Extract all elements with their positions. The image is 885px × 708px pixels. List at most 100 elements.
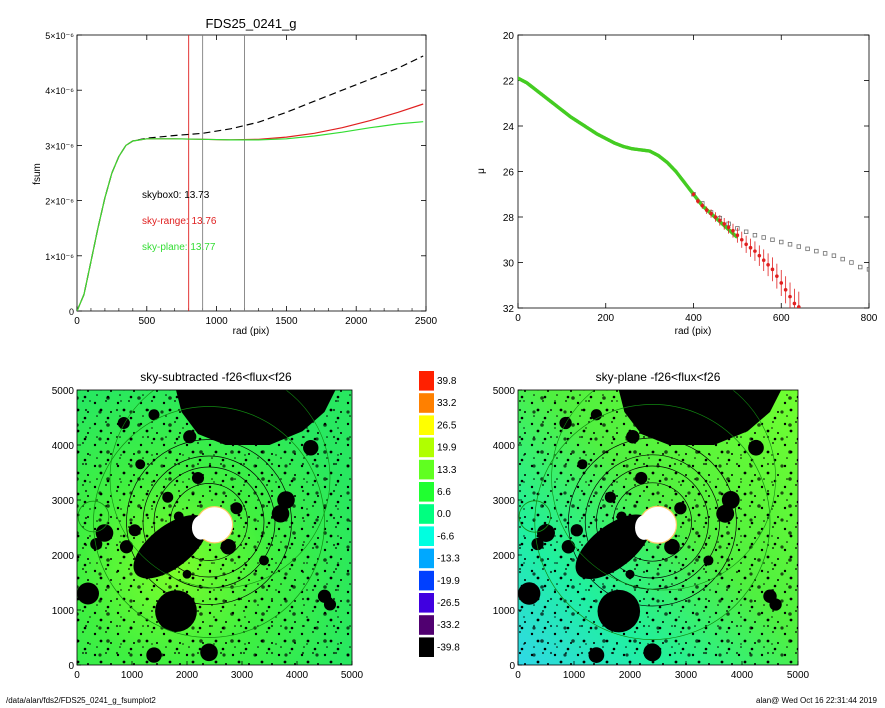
sky-plane-mask-blob — [635, 471, 648, 485]
mu-point-red — [731, 228, 735, 233]
mu-point-red — [718, 218, 722, 223]
sky-subtracted-mask-blob — [148, 409, 160, 421]
sky-subtracted-mask-blob — [303, 440, 319, 456]
colorbar-label: -39.8 — [437, 642, 460, 653]
mu-point-grey — [761, 235, 766, 240]
sky-subtracted-image — [77, 390, 352, 665]
colorbar-swatch — [419, 593, 434, 613]
sky-plane-mask-blob — [559, 416, 572, 430]
sky-subtracted-ytick-label: 3000 — [52, 496, 75, 507]
sky-subtracted-mask-blob — [146, 647, 162, 663]
sky-subtracted-mask-top — [176, 390, 336, 445]
sky-subtracted-mask-blob — [230, 502, 243, 515]
fsum-plot-frame — [76, 34, 427, 312]
colorbar-swatch — [419, 637, 434, 657]
sky-plane-mask-blob — [577, 459, 588, 470]
sky-plane-mask-blob — [721, 491, 740, 509]
mu-point-grey — [779, 239, 784, 245]
mu-ylabel: μ — [476, 168, 487, 174]
sky-plane-ring-left — [518, 500, 551, 533]
mu-point-red — [770, 267, 775, 272]
sky-subtracted-mask-blob — [277, 491, 295, 509]
sky-plane-frame — [517, 389, 799, 666]
mu-point-red — [696, 199, 700, 203]
sky-subtracted-title: sky-subtracted -f26<flux<f26 — [140, 370, 292, 384]
sky-subtracted-mask-blob — [155, 590, 197, 632]
colorbar-swatch — [419, 459, 434, 480]
colorbar-label: -6.6 — [437, 531, 455, 542]
fsum-annotation: sky-range: 13.76 — [142, 216, 217, 227]
sky-plane-ring-outer — [534, 404, 771, 640]
mu-point-red — [761, 258, 766, 263]
colorbar: 39.8 33.2 26.5 19.9 13.3 6.6 0.0 -6.6 -13.3 -19.9… — [419, 371, 460, 657]
sky-plane-ring-green — [551, 390, 776, 591]
mu-point-grey — [752, 232, 758, 238]
mu-point-red — [722, 222, 727, 226]
footer-timestamp: alan@ Wed Oct 16 22:31:44 2019 — [756, 696, 877, 705]
sky-plane-ytick-label: 1000 — [493, 606, 516, 617]
sky-plane-masks — [518, 390, 782, 663]
sky-plane-ytick-label: 2000 — [493, 551, 516, 562]
mu-point-red — [788, 294, 792, 299]
sky-subtracted-mask-blob — [162, 491, 174, 503]
mu-xtick-label: 200 — [597, 313, 614, 324]
mu-point-red — [753, 249, 757, 253]
fsum-xlabel: rad (pix) — [233, 326, 270, 337]
sky-subtracted-masks — [77, 390, 337, 663]
mu-point-red — [766, 262, 770, 267]
sky-subtracted-xtick-label: 2000 — [176, 670, 199, 681]
colorbar-swatch — [419, 482, 434, 502]
sky-subtracted-xtick-label: 5000 — [341, 670, 364, 681]
sky-subtracted-mask-ellipse — [133, 515, 208, 579]
sky-subtracted-ring-green — [109, 390, 331, 589]
fsum-annotation: skybox0: 13.73 — [142, 190, 210, 201]
sky-subtracted-mask-blob — [90, 537, 103, 551]
sky-plane-ring — [612, 482, 692, 562]
mu-point-grey — [814, 248, 819, 254]
sky-plane-ytick-label: 3000 — [493, 496, 516, 507]
mu-point-red — [744, 242, 748, 247]
fsum-panel: FDS25_0241_g 0 500 1000 1500 2000 2500 0 1×10⁻⁶… — [32, 16, 438, 337]
mu-point-red — [792, 301, 797, 306]
mu-point-red — [700, 203, 705, 208]
mu-ytick-label: 30 — [503, 259, 515, 270]
sky-plane-ring — [596, 465, 709, 579]
sky-subtracted-mask-blob — [135, 459, 146, 470]
mu-xlabel: rad (pix) — [675, 326, 712, 337]
sky-plane-ytick-label: 5000 — [493, 386, 516, 397]
sky-plane-image-panel: sky-plane -f26<flux<f26 0 1000 2000 3000 400… — [493, 370, 810, 681]
sky-plane-xtick-label: 2000 — [619, 670, 642, 681]
sky-subtracted-mask-blob — [117, 416, 130, 430]
mu-xtick-label: 800 — [861, 313, 878, 324]
fsum-series-line — [77, 121, 424, 311]
colorbar-label: -13.3 — [437, 554, 460, 565]
mu-ytick-label: 22 — [503, 77, 515, 88]
sky-subtracted-mask-blob — [191, 471, 205, 485]
mu-point-red — [726, 225, 731, 230]
sky-plane-mask-blob — [626, 430, 640, 444]
fsum-xtick-label: 2500 — [415, 316, 438, 327]
fsum-xtick-label: 1000 — [205, 316, 228, 327]
mu-point-grey — [822, 251, 828, 256]
fsum-axis-ticks: 0 500 1000 1500 2000 2500 0 1×10⁻⁶ 2×10⁻⁶ 3×10⁻⁶ 4… — [45, 31, 437, 327]
sky-subtracted-ticks: 0 1000 2000 3000 4000 5000 0 1000 2000 3000 4000 50… — [52, 386, 364, 681]
mu-point-red — [783, 288, 788, 292]
sky-subtracted-xtick-label: 4000 — [286, 670, 309, 681]
sky-plane-xtick-label: 3000 — [675, 670, 698, 681]
colorbar-swatch — [419, 504, 434, 524]
sky-plane-ytick-label: 4000 — [493, 441, 516, 452]
mu-point-grey — [840, 256, 845, 262]
colorbar-label: 26.5 — [437, 420, 457, 431]
mu-xtick-label: 0 — [515, 313, 521, 324]
sky-plane-title: sky-plane -f26<flux<f26 — [596, 370, 721, 384]
mu-points-group — [518, 76, 869, 308]
fsum-series-group — [77, 55, 424, 311]
sky-plane-xtick-label: 0 — [515, 670, 521, 681]
sky-plane-mask-blob — [674, 502, 687, 515]
sky-subtracted-xtick-label: 3000 — [231, 670, 254, 681]
colorbar-swatch — [419, 437, 434, 458]
colorbar-label: 0.0 — [437, 509, 451, 520]
colorbar-swatch — [419, 371, 434, 391]
fsum-ytick-label: 0 — [69, 307, 74, 317]
